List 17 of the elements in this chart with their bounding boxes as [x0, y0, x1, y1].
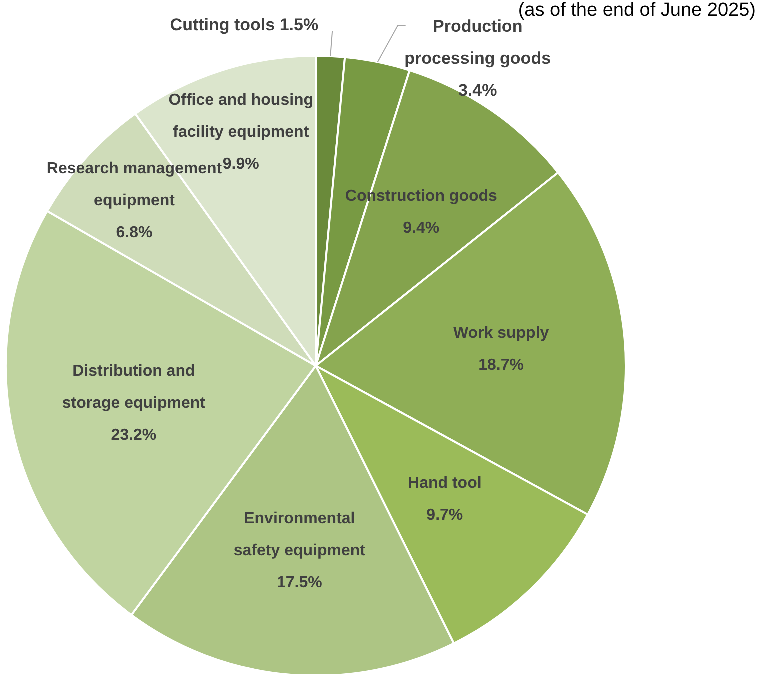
text: (as of the end of June 2025): [518, 0, 756, 21]
slice-label: Research management equipment: [46, 160, 223, 210]
data-label: 9.4%: [403, 220, 440, 237]
data-label: 18.7%: [478, 357, 524, 374]
data-label: 6.8%: [116, 224, 153, 242]
data-label: 23.2%: [111, 427, 157, 444]
data-label: 1.5%: [280, 15, 319, 34]
slice-label: Environmental safety equipment: [234, 510, 366, 560]
slice-label: Cutting tools: [170, 15, 276, 34]
data-label: 3.4%: [458, 81, 498, 100]
slice-label: Hand tool: [408, 475, 482, 492]
data-label: 9.9%: [222, 156, 260, 174]
slice-label: Work supply: [453, 325, 550, 342]
data-label: 17.5%: [276, 574, 322, 592]
slice-label: Distribution and storage equipment: [62, 363, 206, 412]
slice-label: Office and housing facility equipment: [168, 92, 314, 142]
data-label: 9.7%: [426, 507, 464, 524]
